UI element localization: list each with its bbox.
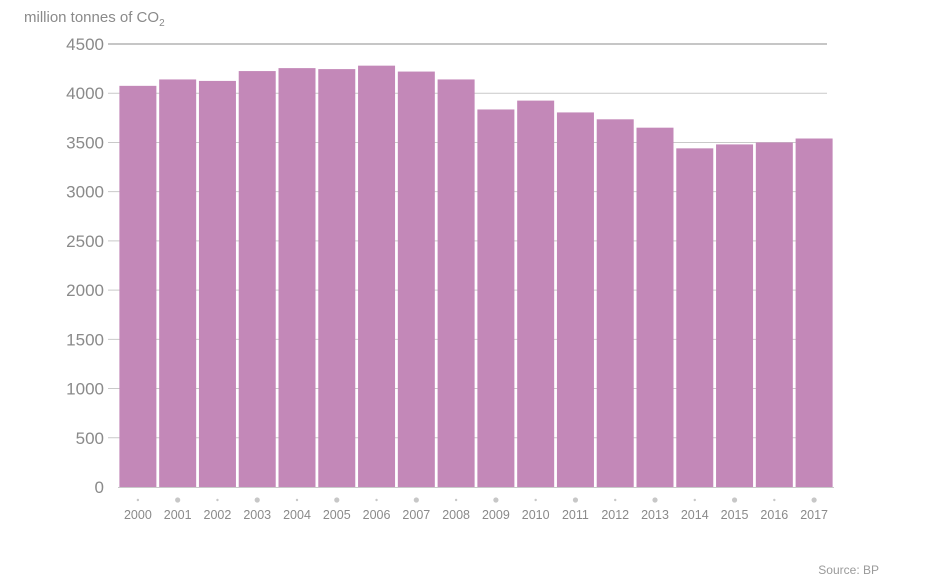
x-tick-label: 2009 xyxy=(482,508,510,522)
bar-2009 xyxy=(477,109,515,488)
x-tick-marker xyxy=(493,497,499,503)
x-tick-marker xyxy=(534,498,537,502)
y-tick-label: 3000 xyxy=(66,183,104,202)
x-tick-marker xyxy=(216,498,219,502)
bar-2001 xyxy=(159,79,197,487)
bar-2004 xyxy=(278,68,316,487)
x-tick-label: 2002 xyxy=(204,508,232,522)
x-tick-label: 2012 xyxy=(601,508,629,522)
x-tick-label: 2004 xyxy=(283,508,311,522)
x-tick-label: 2003 xyxy=(243,508,271,522)
bar-2010 xyxy=(517,100,555,487)
x-tick-marker xyxy=(254,497,260,503)
x-tick-label: 2005 xyxy=(323,508,351,522)
unit-label-text: million tonnes of CO xyxy=(24,9,159,26)
y-tick-label: 4000 xyxy=(66,84,104,103)
y-tick-label: 2500 xyxy=(66,232,104,251)
x-tick-marker xyxy=(773,498,776,502)
x-tick-marker xyxy=(375,498,378,502)
y-tick-label: 3500 xyxy=(66,133,104,152)
bar-2008 xyxy=(437,79,475,487)
x-tick-label: 2013 xyxy=(641,508,669,522)
x-tick-marker xyxy=(413,497,419,503)
source-label: Source: BP xyxy=(818,563,879,577)
y-tick-label: 2000 xyxy=(66,281,104,300)
x-tick-marker xyxy=(614,498,617,502)
unit-label: million tonnes of CO2 xyxy=(24,9,165,29)
y-tick-label: 1500 xyxy=(66,330,104,349)
bar-2007 xyxy=(397,71,435,487)
y-tick-label: 1000 xyxy=(66,380,104,399)
x-tick-label: 2006 xyxy=(363,508,391,522)
x-tick-marker xyxy=(454,498,458,502)
x-tick-marker xyxy=(811,497,817,503)
x-axis-ticks: 2000 2001 2002 2003 2004 2005 2006 2007 2008 2009… xyxy=(124,497,828,522)
y-axis-ticks: 0 500 1000 1500 2000 2500 3000 3500 4000 4500 xyxy=(66,35,104,497)
bar-2015 xyxy=(716,144,754,487)
x-tick-marker xyxy=(136,498,140,502)
x-tick-label: 2015 xyxy=(721,508,749,522)
y-tick-label: 4500 xyxy=(66,35,104,54)
x-tick-label: 2010 xyxy=(522,508,550,522)
x-tick-marker xyxy=(175,497,181,503)
x-tick-label: 2001 xyxy=(164,508,192,522)
x-tick-marker xyxy=(572,497,579,503)
bars xyxy=(118,65,834,488)
y-tick-label: 500 xyxy=(76,429,104,448)
x-tick-label: 2000 xyxy=(124,508,152,522)
bar-2017 xyxy=(795,138,833,488)
x-tick-marker xyxy=(693,498,696,502)
x-tick-marker xyxy=(652,497,658,503)
bar-2014 xyxy=(676,148,714,487)
x-tick-label: 2016 xyxy=(760,508,788,522)
x-tick-label: 2011 xyxy=(562,508,589,522)
bar-2003 xyxy=(238,71,276,488)
bar-2006 xyxy=(358,65,396,487)
x-tick-label: 2008 xyxy=(442,508,470,522)
bar-2000 xyxy=(119,85,157,487)
x-tick-marker xyxy=(334,497,340,503)
x-tick-label: 2017 xyxy=(800,508,828,522)
bar-2005 xyxy=(318,69,356,487)
x-tick-label: 2014 xyxy=(681,508,709,522)
bar-2013 xyxy=(636,127,674,487)
x-tick-marker xyxy=(295,498,299,502)
y-tick-label: 0 xyxy=(95,478,104,497)
bar-2011 xyxy=(556,112,594,488)
bar-2012 xyxy=(596,119,634,487)
x-tick-label: 2007 xyxy=(402,508,430,522)
unit-label-subscript: 2 xyxy=(159,18,165,29)
x-tick-marker xyxy=(731,497,738,503)
bar-2016 xyxy=(755,142,793,487)
bar-2002 xyxy=(198,80,236,488)
